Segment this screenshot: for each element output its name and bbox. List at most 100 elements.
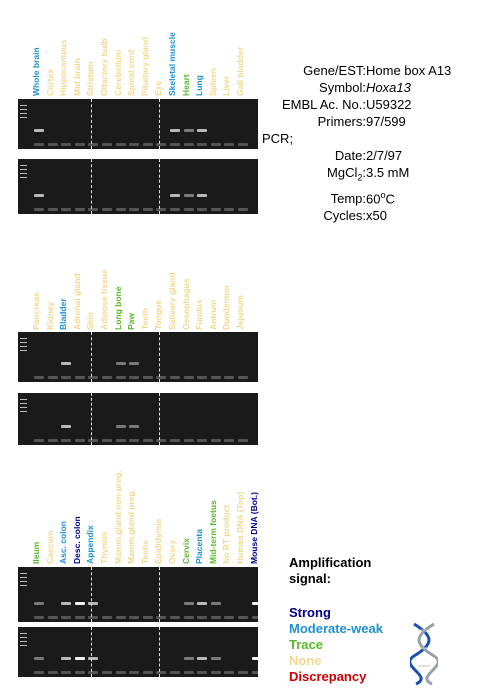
cycles-row: Cycles:x50 <box>262 207 451 224</box>
lane-divider <box>159 159 161 214</box>
lane-divider <box>159 332 161 382</box>
pcr-row: PCR; <box>262 130 451 147</box>
amplicon-band <box>88 657 99 660</box>
embl-value: U59322 <box>366 97 412 112</box>
lane-base <box>102 143 112 146</box>
amplification-legend: Amplification signal: Strong Moderate-we… <box>289 555 383 685</box>
amplicon-band <box>61 425 72 428</box>
lane-divider <box>91 393 93 445</box>
lane-divider <box>91 627 93 677</box>
embl-label: EMBL Ac. No.: <box>281 97 366 112</box>
lane-base <box>74 143 85 146</box>
lane-base <box>170 616 180 619</box>
ladder-mark <box>20 641 27 642</box>
tissue-label: Olfactory bulb <box>99 38 109 96</box>
lane-divider <box>159 627 161 677</box>
lane-base <box>210 616 221 619</box>
lane-base <box>74 671 85 674</box>
temp-row: Temp:60oC <box>262 187 451 207</box>
lane-base <box>238 616 248 619</box>
tissue-label: Long bone <box>112 286 123 330</box>
tissue-label: Human DNA (Top) <box>235 491 245 564</box>
ladder-mark <box>20 346 27 347</box>
lane-base <box>224 616 235 619</box>
legend-title-line2: signal: <box>289 571 331 586</box>
lane-divider <box>91 567 93 622</box>
tissue-label: Heart <box>180 74 191 96</box>
lane-base <box>224 439 235 442</box>
lane-base <box>74 208 85 211</box>
lane-base <box>88 439 99 442</box>
tissue-label: No RT product <box>221 504 232 564</box>
lane-base <box>142 671 153 674</box>
mgcl-colon: : <box>362 165 366 180</box>
tissue-label: Eye <box>153 80 164 96</box>
tissue-label: Mamm.gland non-preg. <box>112 470 123 565</box>
tissue-label: Gall bladder <box>235 46 245 96</box>
lane-base <box>197 439 208 442</box>
tissue-label: Cortex <box>44 69 55 96</box>
mgcl-label: MgCl <box>327 165 358 180</box>
tissue-label: Jejunum <box>235 295 245 330</box>
tissue-label: Tongue <box>153 299 164 330</box>
lane-base <box>197 376 208 379</box>
ladder-mark <box>20 581 27 582</box>
lane-base <box>224 208 235 211</box>
lane-base <box>224 143 235 146</box>
lane-base <box>142 376 153 379</box>
lane-base <box>183 616 194 619</box>
symbol-row: Symbol:Hoxa13 <box>262 79 451 96</box>
lane-base <box>102 616 112 619</box>
ladder-mark <box>20 113 27 114</box>
ladder-mark <box>20 105 27 106</box>
lane-base <box>197 143 208 146</box>
tissue-label: Cerebellum <box>112 49 123 96</box>
lane-base <box>129 376 140 379</box>
symbol-label: Symbol: <box>319 80 366 95</box>
ladder-mark <box>20 350 27 351</box>
lane-base <box>183 376 194 379</box>
temp-degree: o <box>380 189 386 200</box>
tissue-label: Asc. colon <box>58 521 69 564</box>
tissue-label: Striatum <box>85 61 96 96</box>
lane-base <box>210 671 221 674</box>
amplicon-band <box>210 602 221 605</box>
lane-base <box>170 376 180 379</box>
mgcl-value: 3.5 mM <box>366 165 410 180</box>
lane-base <box>34 616 44 619</box>
lane-base <box>170 208 180 211</box>
ladder-mark <box>20 637 27 638</box>
amplicon-band <box>197 129 208 132</box>
lane-base <box>47 671 58 674</box>
gel-image <box>18 332 258 382</box>
tissue-label: Paw <box>126 312 137 330</box>
lane-base <box>34 143 44 146</box>
amplicon-band <box>34 657 44 660</box>
legend-discrepancy: Discrepancy <box>289 669 367 684</box>
lane-base <box>47 439 58 442</box>
lane-base <box>238 143 248 146</box>
lane-base <box>61 208 72 211</box>
amplicon-band <box>183 194 194 197</box>
lane-base <box>129 208 140 211</box>
lane-base <box>74 439 85 442</box>
amplicon-band <box>34 194 44 197</box>
tissue-label: Mid-term foetus <box>207 500 218 564</box>
lane-base <box>115 143 126 146</box>
ladder-mark <box>20 109 27 110</box>
lane-base <box>197 671 208 674</box>
lane-base <box>156 439 167 442</box>
gene-row: Gene/EST:Home box A13 <box>262 62 451 79</box>
amplicon-band <box>251 602 258 605</box>
tissue-label: Desc. colon <box>71 516 82 564</box>
lane-base <box>102 671 112 674</box>
lane-base <box>88 671 99 674</box>
lane-base <box>156 376 167 379</box>
amplicon-band <box>170 129 180 132</box>
ladder-mark <box>20 633 27 634</box>
legend-moderate: Moderate-weak <box>289 621 383 636</box>
primers-row: Primers:97/599 <box>262 113 451 130</box>
ladder-mark <box>20 411 27 412</box>
lane-base <box>129 616 140 619</box>
lane-base <box>156 671 167 674</box>
